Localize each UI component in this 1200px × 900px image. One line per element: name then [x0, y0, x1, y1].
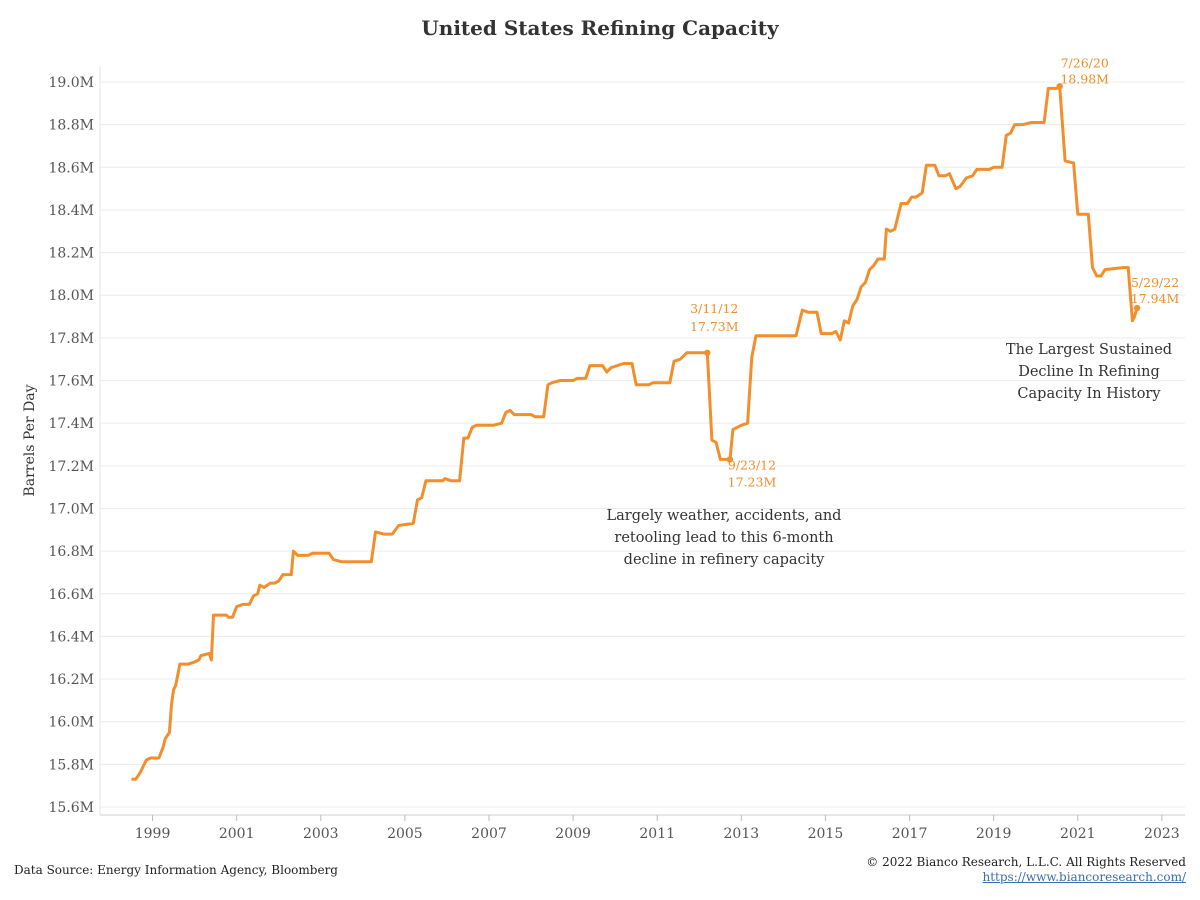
y-tick-label: 17.2M	[48, 459, 94, 475]
y-tick-label: 17.6M	[48, 374, 94, 390]
copyright-block: © 2022 Bianco Research, L.L.C. All Right…	[866, 855, 1186, 885]
x-tick-label: 2017	[892, 826, 928, 842]
x-tick-label: 2021	[1060, 826, 1096, 842]
marker-date-label: 5/29/22	[1131, 275, 1179, 290]
y-axis-title: Barrels Per Day	[22, 384, 38, 496]
x-tick-label: 2007	[471, 826, 507, 842]
y-tick-label: 18.2M	[48, 246, 94, 262]
y-tick-label: 17.0M	[48, 501, 94, 517]
copyright-text: © 2022 Bianco Research, L.L.C. All Right…	[866, 855, 1186, 869]
chart-annotation-line: Largely weather, accidents, and	[607, 508, 842, 524]
marker-value-label: 17.94M	[1131, 291, 1180, 306]
x-tick-label: 2011	[639, 826, 675, 842]
y-tick-label: 16.4M	[48, 629, 94, 645]
x-tick-label: 2005	[387, 826, 423, 842]
marker-date-label: 3/11/12	[690, 301, 738, 316]
y-tick-label: 18.4M	[48, 203, 94, 219]
chart-title: United States Refining Capacity	[421, 16, 779, 40]
x-tick-label: 2019	[976, 826, 1012, 842]
y-tick-label: 16.8M	[48, 544, 94, 560]
y-tick-label: 15.6M	[48, 800, 94, 816]
marker-value-label: 18.98M	[1060, 71, 1109, 86]
data-point-marker	[704, 349, 711, 357]
chart-annotation-line: decline in refinery capacity	[624, 552, 825, 568]
marker-value-label: 17.73M	[690, 319, 739, 334]
y-tick-label: 16.6M	[48, 587, 94, 603]
marker-date-label: 7/26/20	[1061, 55, 1109, 70]
y-tick-label: 19.0M	[48, 75, 94, 91]
data-source-note: Data Source: Energy Information Agency, …	[14, 863, 338, 877]
marker-value-label: 17.23M	[728, 474, 777, 489]
chart-annotation-line: The Largest Sustained	[1006, 342, 1172, 358]
x-tick-label: 2009	[555, 826, 591, 842]
x-tick-label: 2003	[303, 826, 339, 842]
website-link[interactable]: https://www.biancoresearch.com/	[982, 870, 1186, 884]
data-point-marker	[1056, 83, 1063, 90]
x-tick-label: 2013	[724, 826, 760, 842]
x-tick-label: 2001	[219, 826, 255, 842]
chart-annotation-line: Decline In Refining	[1018, 364, 1160, 380]
y-tick-label: 18.0M	[48, 288, 94, 304]
data-point-marker	[1133, 304, 1141, 312]
capacity-series-line	[131, 84, 1139, 781]
x-tick-label: 2015	[808, 826, 844, 842]
y-tick-label: 16.0M	[48, 715, 94, 731]
y-tick-label: 16.2M	[48, 672, 94, 688]
chart-annotation-line: Capacity In History	[1017, 386, 1161, 402]
x-tick-label: 1999	[135, 826, 171, 842]
y-tick-label: 15.8M	[48, 757, 94, 773]
y-tick-label: 17.8M	[48, 331, 94, 347]
y-tick-label: 18.8M	[48, 118, 94, 134]
y-tick-label: 17.4M	[48, 416, 94, 432]
data-point-marker	[726, 456, 734, 463]
x-tick-label: 2023	[1144, 826, 1180, 842]
chart-annotation-line: retooling lead to this 6-month	[614, 530, 833, 546]
y-tick-label: 18.6M	[48, 160, 94, 176]
marker-date-label: 9/23/12	[728, 457, 776, 472]
